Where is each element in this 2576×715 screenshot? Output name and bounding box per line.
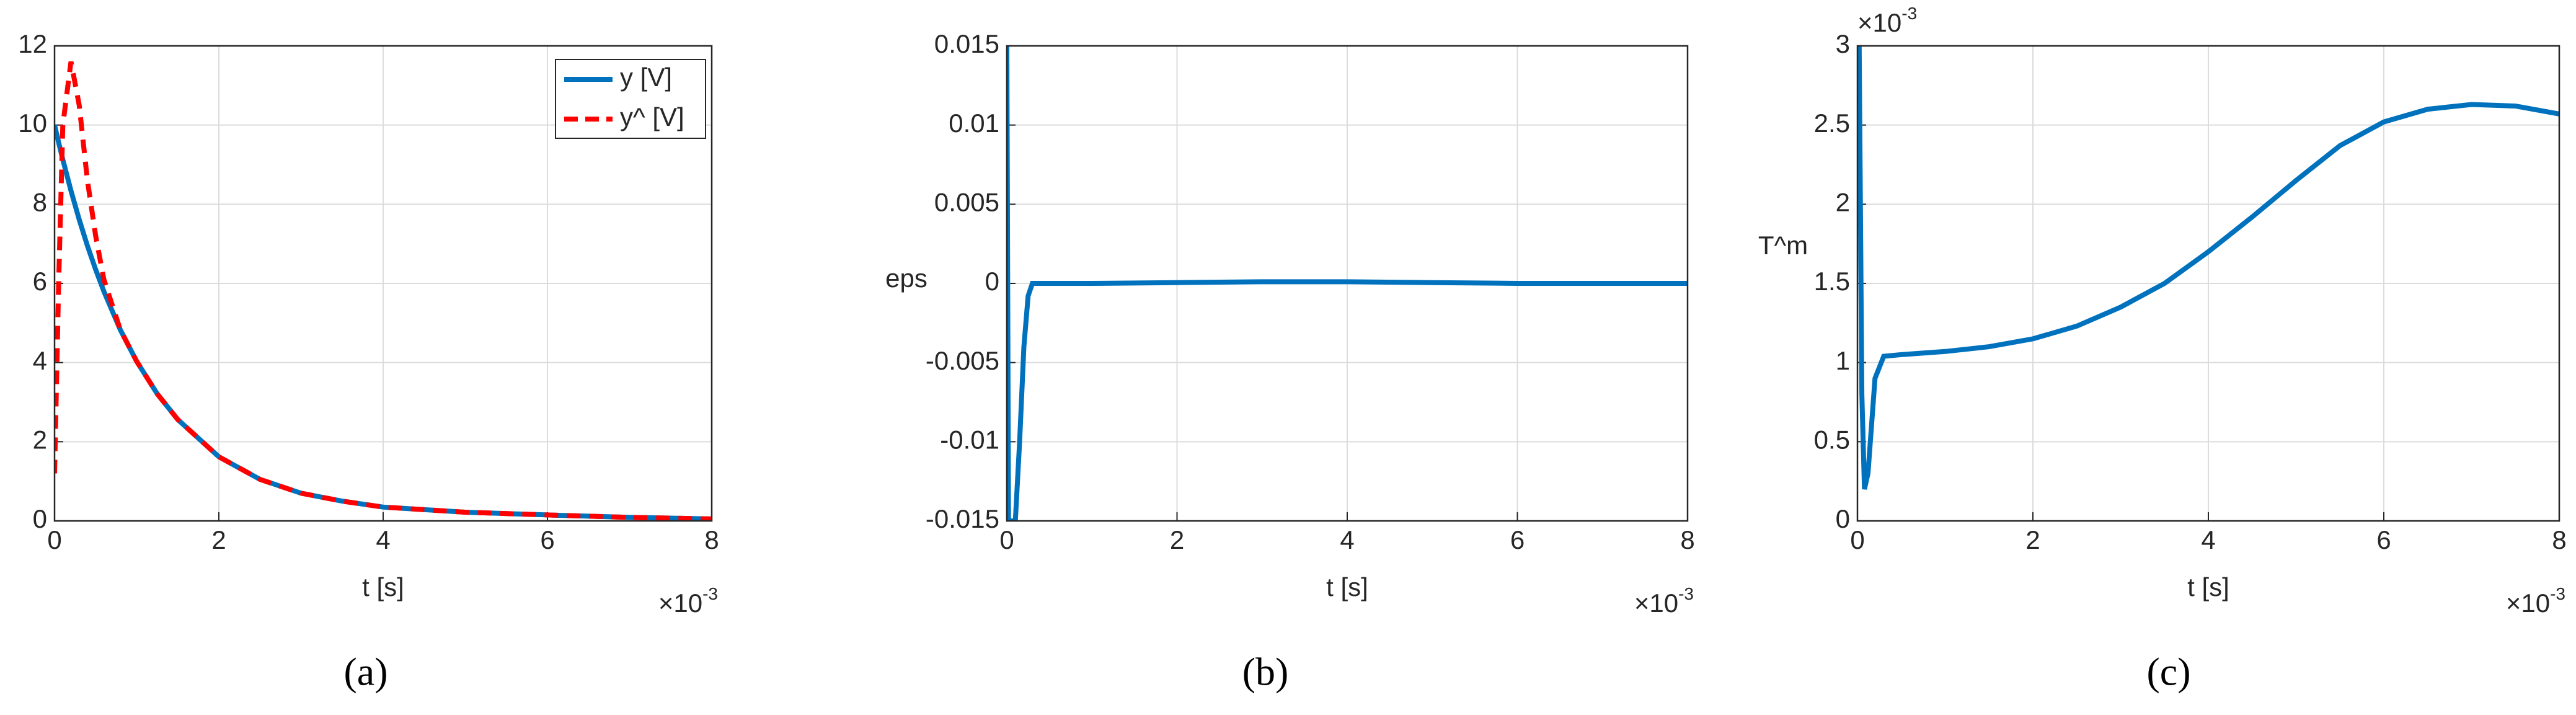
- multiplier-base: ×10: [1634, 588, 1678, 618]
- axes-frame: [53, 45, 713, 522]
- chart: 0 2 4 6 8 0 2 4 6 8 10 12 t [s] ×10-3 (a) y [V] y^ [V]: [18, 29, 719, 694]
- y-axis-label: T^m: [1758, 231, 1808, 260]
- y-axis-label: eps: [885, 264, 927, 293]
- x-tick-label: 8: [704, 525, 719, 554]
- y-tick-label: 3: [1836, 29, 1850, 58]
- y-tick-label: 0.01: [949, 109, 999, 138]
- multiplier-base: ×10: [1857, 8, 1901, 37]
- y-tick-label: 2: [33, 425, 47, 454]
- x-axis-label: t [s]: [2187, 572, 2229, 602]
- chart: 0 2 4 6 8 -0.015 -0.01 -0.005 0 0.005 0.01 0.015 t […: [885, 29, 1695, 694]
- legend-box: [555, 59, 706, 139]
- x-tick-label: 2: [1170, 525, 1184, 554]
- multiplier-base: ×10: [658, 588, 702, 618]
- multiplier-exponent: -3: [1678, 584, 1694, 603]
- axis-multiplier: ×10-3: [1634, 584, 1694, 618]
- multiplier-exponent: -3: [2550, 584, 2565, 603]
- legend-label: y [V]: [620, 63, 672, 92]
- y-tick-label: 0: [985, 267, 999, 296]
- axes-frame: [1856, 45, 2561, 522]
- x-tick-label: 4: [1340, 525, 1354, 554]
- y-tick-label: -0.005: [926, 346, 999, 375]
- x-tick-label: 2: [2025, 525, 2040, 554]
- y-tick-label: 0: [1836, 504, 1850, 533]
- x-tick-label: 2: [211, 525, 226, 554]
- caption: (b): [1242, 650, 1289, 694]
- multiplier-exponent: -3: [702, 584, 718, 603]
- y-tick-label: -0.015: [926, 504, 999, 533]
- x-tick-label: 6: [540, 525, 554, 554]
- y-tick-label: -0.01: [940, 425, 999, 454]
- x-tick-label: 0: [999, 525, 1014, 554]
- y-tick-label: 6: [33, 267, 47, 296]
- axis-multiplier: ×10-3: [2506, 584, 2565, 618]
- y-tick-label: 0.015: [934, 29, 999, 58]
- multiplier-base: ×10: [2506, 588, 2550, 618]
- chart: 0 2 4 6 800.511.522.53t [s]×10-3×10-3T^m(c): [1758, 4, 2567, 693]
- x-tick-label: 0: [1850, 525, 1864, 554]
- y-tick-label: 10: [18, 109, 47, 138]
- data-line: [55, 61, 712, 521]
- data-line: [1857, 46, 2559, 490]
- caption: (a): [343, 650, 387, 694]
- x-tick-label: 6: [1510, 525, 1525, 554]
- x-axis-label: t [s]: [1326, 572, 1368, 602]
- data-line: [1007, 46, 1688, 521]
- y-tick-label: 1.5: [1814, 267, 1850, 296]
- axis-multiplier: ×10-3: [658, 584, 718, 618]
- y-tick-label: 0: [33, 504, 47, 533]
- multiplier-exponent: -3: [1901, 4, 1917, 23]
- y-tick-label: 0.005: [934, 187, 999, 216]
- y-tick-label: 0.5: [1814, 425, 1850, 454]
- x-tick-label: 0: [47, 525, 61, 554]
- y-tick-label: 2: [1836, 187, 1850, 216]
- x-tick-label: 8: [2552, 525, 2566, 554]
- x-tick-label: 6: [2376, 525, 2391, 554]
- x-axis-label: t [s]: [362, 572, 404, 602]
- y-tick-label: 2.5: [1814, 109, 1850, 138]
- x-tick-label: 8: [1680, 525, 1694, 554]
- y-tick-label: 1: [1836, 346, 1850, 375]
- x-tick-label: 4: [2201, 525, 2215, 554]
- y-tick-label: 12: [18, 29, 47, 58]
- axis-multiplier: ×10-3: [1857, 4, 1917, 37]
- caption: (c): [2146, 650, 2190, 694]
- y-tick-label: 4: [33, 346, 47, 375]
- x-tick-label: 4: [376, 525, 390, 554]
- legend-label: y^ [V]: [620, 102, 684, 131]
- y-tick-label: 8: [33, 187, 47, 216]
- axes-frame: [1006, 45, 1689, 522]
